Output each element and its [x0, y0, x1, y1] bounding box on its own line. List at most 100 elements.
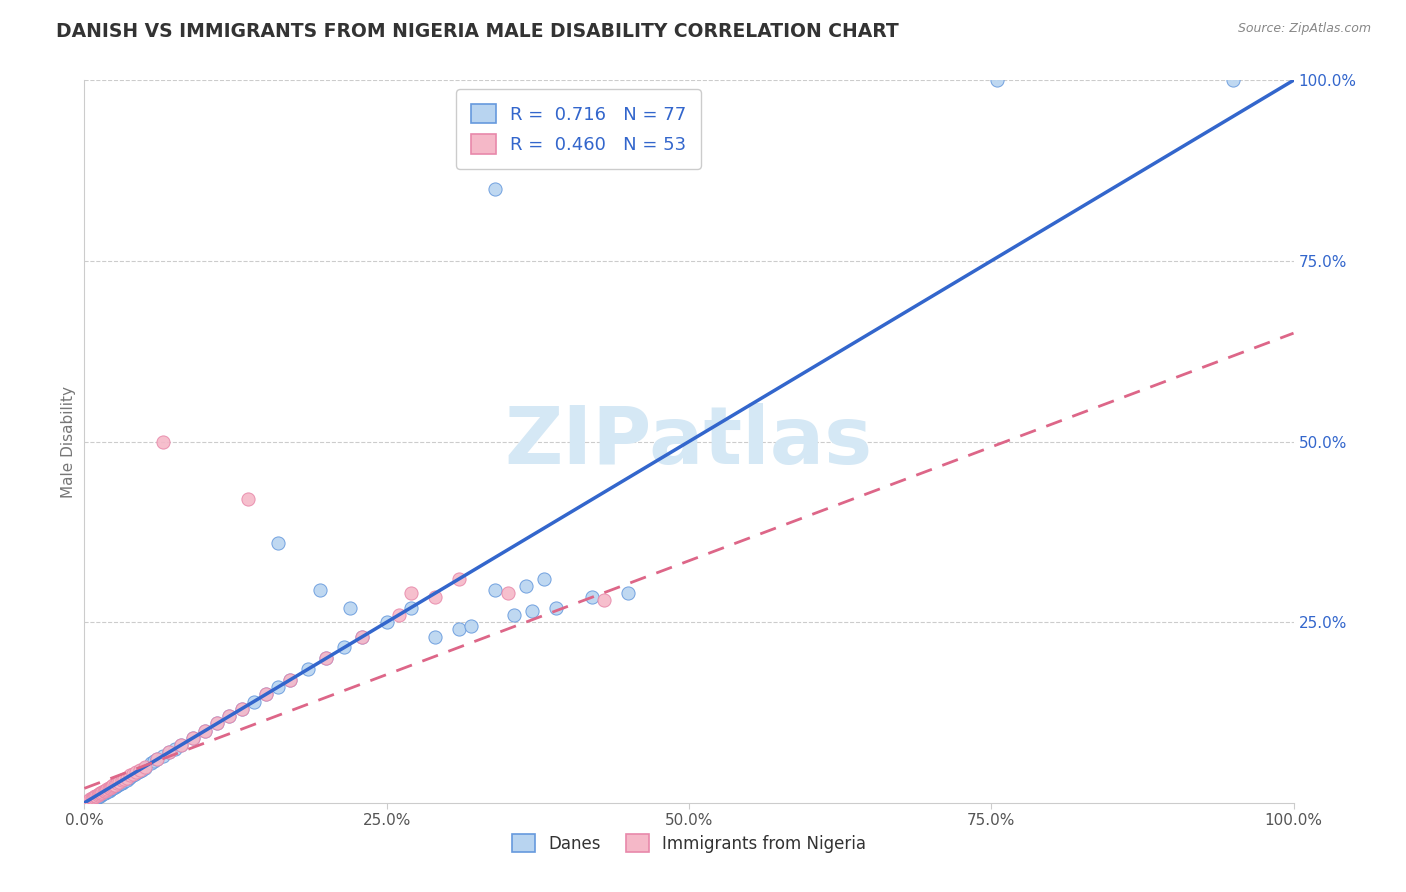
Point [112, 772, 135, 786]
Point [254, 687, 277, 701]
Point [86, 788, 108, 802]
Point [297, 662, 319, 676]
Point [496, 586, 519, 600]
Point [87, 789, 110, 804]
Point [100, 780, 122, 794]
Point [207, 716, 229, 731]
Point [118, 771, 141, 785]
Point [80, 791, 103, 805]
Point [399, 586, 422, 600]
Point [236, 492, 259, 507]
Point [520, 604, 543, 618]
Point [82, 790, 104, 805]
Point [423, 590, 446, 604]
Point [82, 792, 104, 806]
Point [146, 752, 169, 766]
Point [79, 794, 101, 808]
Point [89, 789, 111, 803]
Point [105, 776, 128, 790]
Point [449, 623, 471, 637]
Point [125, 764, 148, 779]
Point [77, 794, 100, 808]
Point [83, 790, 105, 805]
Text: DANISH VS IMMIGRANTS FROM NIGERIA MALE DISABILITY CORRELATION CHART: DANISH VS IMMIGRANTS FROM NIGERIA MALE D… [56, 22, 898, 41]
Point [91, 785, 114, 799]
Point [96, 782, 118, 797]
Point [231, 702, 253, 716]
Point [1222, 73, 1244, 87]
Text: Source: ZipAtlas.com: Source: ZipAtlas.com [1237, 22, 1371, 36]
Point [181, 731, 204, 745]
Point [120, 770, 142, 784]
Point [108, 775, 131, 789]
Point [986, 73, 1008, 87]
Point [267, 680, 290, 694]
Point [111, 775, 134, 789]
Point [115, 771, 138, 785]
Point [121, 767, 143, 781]
Point [98, 782, 121, 797]
Point [515, 579, 537, 593]
Point [112, 774, 135, 789]
Point [79, 792, 101, 806]
Point [103, 780, 125, 795]
Point [449, 572, 471, 586]
Point [104, 778, 127, 792]
Point [278, 673, 301, 687]
Point [131, 763, 153, 777]
Point [388, 607, 411, 622]
Point [89, 786, 111, 800]
Point [170, 738, 193, 752]
Point [254, 687, 277, 701]
Point [91, 787, 114, 801]
Point [484, 582, 506, 597]
Point [152, 434, 174, 449]
Point [218, 709, 240, 723]
Point [93, 786, 115, 800]
Point [315, 651, 337, 665]
Point [83, 791, 105, 805]
Point [101, 781, 124, 796]
Point [94, 782, 117, 797]
Point [129, 763, 152, 777]
Point [170, 738, 193, 752]
Point [157, 745, 180, 759]
Point [112, 775, 135, 789]
Point [484, 182, 506, 196]
Point [617, 586, 640, 600]
Point [339, 600, 361, 615]
Point [533, 572, 555, 586]
Point [104, 780, 127, 794]
Point [87, 787, 110, 801]
Point [86, 790, 108, 805]
Point [90, 788, 112, 802]
Point [100, 782, 122, 797]
Point [146, 752, 169, 766]
Point [104, 779, 127, 793]
Point [423, 630, 446, 644]
Point [139, 756, 162, 770]
Point [107, 778, 129, 792]
Point [207, 716, 229, 731]
Point [94, 783, 117, 797]
Point [143, 754, 166, 768]
Point [231, 702, 253, 716]
Point [502, 607, 524, 622]
Point [460, 619, 482, 633]
Point [84, 789, 107, 804]
Point [129, 764, 152, 778]
Y-axis label: Male Disability: Male Disability [60, 385, 76, 498]
Point [111, 773, 134, 788]
Point [134, 760, 156, 774]
Point [333, 640, 356, 655]
Point [115, 772, 138, 787]
Point [96, 784, 118, 798]
Point [120, 768, 142, 782]
Point [86, 790, 108, 805]
Point [352, 630, 374, 644]
Point [97, 781, 120, 796]
Point [108, 777, 131, 791]
Point [194, 723, 217, 738]
Point [98, 780, 121, 795]
Point [352, 630, 374, 644]
